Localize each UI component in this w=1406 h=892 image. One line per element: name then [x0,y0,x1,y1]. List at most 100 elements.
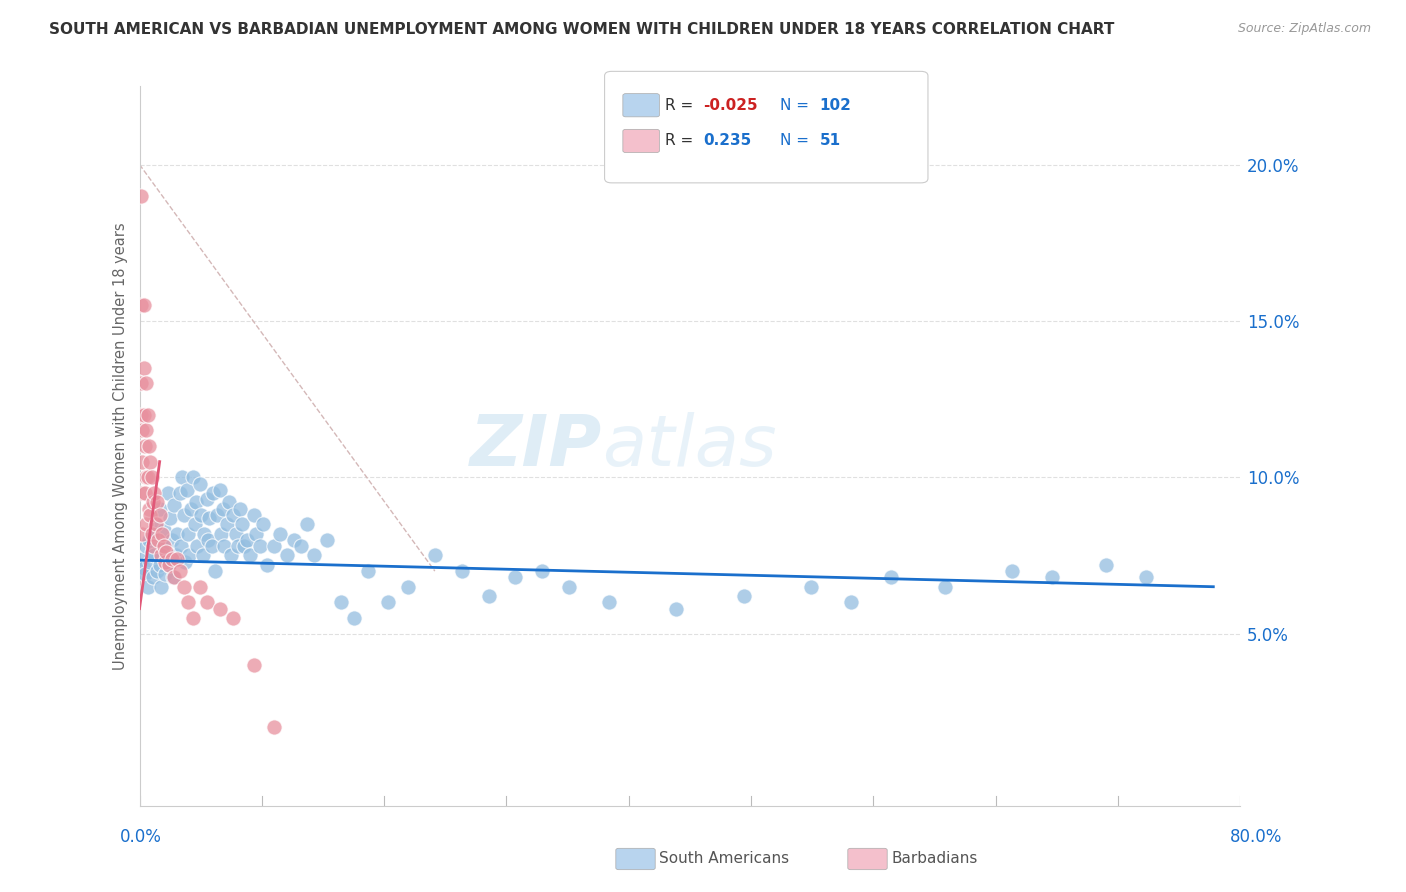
Point [316,533,339,547]
Point [1135,570,1157,584]
Point [142,539,165,553]
Point [157,558,180,572]
Point [172,470,194,484]
Point [450,564,472,578]
Point [343,611,366,625]
Point [135,539,157,553]
Point [1040,570,1063,584]
Point [231,517,253,532]
Point [153,567,176,582]
Point [212,539,235,553]
Text: ZIP: ZIP [470,411,602,481]
Point [176,483,198,497]
Point [163,570,186,584]
Point [209,483,232,497]
Point [269,526,291,541]
Point [146,495,169,509]
Point [132,298,155,312]
Point [191,549,214,563]
Point [165,549,187,563]
Point [209,601,232,615]
Point [141,526,163,541]
Point [146,564,169,578]
Point [204,564,226,578]
Point [134,486,156,500]
Point [263,721,285,735]
Point [181,611,204,625]
Text: Barbadians: Barbadians [891,852,977,866]
Point [477,589,499,603]
Text: -0.025: -0.025 [703,98,758,112]
Point [155,545,177,559]
Point [276,549,298,563]
Point [163,499,186,513]
Point [209,526,232,541]
Point [181,470,204,484]
Point [245,526,267,541]
Point [155,551,177,566]
Text: South Americans: South Americans [659,852,790,866]
Point [357,564,380,578]
Point [138,439,160,453]
Point [149,558,172,572]
Point [166,526,188,541]
Point [197,533,219,547]
Point [297,517,319,532]
Point [183,517,205,532]
Point [329,595,352,609]
Point [142,526,165,541]
Point [222,611,245,625]
Point [149,508,172,522]
Point [139,455,162,469]
Point [139,555,162,569]
Point [184,495,207,509]
Point [1095,558,1118,572]
Point [188,580,211,594]
Point [173,508,195,522]
Point [598,595,620,609]
Text: 102: 102 [820,98,852,112]
Point [800,580,823,594]
Point [136,408,159,422]
Point [166,551,188,566]
Point [839,595,862,609]
Point [157,558,180,572]
Point [290,539,312,553]
Point [283,533,305,547]
Point [211,501,233,516]
Point [142,570,165,584]
Point [148,533,170,547]
Point [193,526,215,541]
Point [186,539,208,553]
Point [236,533,259,547]
Point [139,508,162,522]
Point [150,539,173,553]
Point [131,423,153,437]
Point [215,517,238,532]
Point [129,408,152,422]
Point [934,580,956,594]
Point [134,567,156,582]
Point [153,555,176,569]
Point [252,517,274,532]
Point [131,526,153,541]
Point [233,539,256,553]
Point [239,549,262,563]
Point [531,564,554,578]
Point [1001,564,1024,578]
Point [131,551,153,566]
Point [162,570,184,584]
Point [129,376,152,391]
Point [142,495,165,509]
Point [242,508,264,522]
Point [143,486,166,500]
Point [229,501,252,516]
Point [188,476,211,491]
Text: 80.0%: 80.0% [1230,828,1282,846]
Point [225,526,247,541]
Point [190,508,212,522]
Point [160,533,183,547]
Text: R =: R = [665,98,699,112]
Point [131,455,153,469]
Point [145,517,167,532]
